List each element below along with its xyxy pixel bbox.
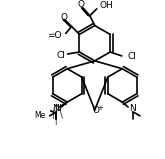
Text: |: | (54, 118, 57, 125)
Text: \: \ (60, 110, 63, 119)
Text: Cl: Cl (128, 52, 137, 61)
Text: O: O (92, 106, 99, 115)
Text: O: O (60, 13, 67, 22)
Text: Cl: Cl (57, 52, 66, 60)
Text: N: N (52, 104, 59, 114)
Text: +: + (98, 105, 104, 111)
Text: Me: Me (34, 111, 46, 120)
Text: N: N (129, 104, 135, 114)
Text: N: N (54, 104, 61, 114)
Text: O: O (78, 0, 84, 9)
Text: |: | (52, 110, 55, 119)
Text: OH: OH (100, 1, 113, 10)
Text: ⋍O: ⋍O (47, 31, 62, 40)
